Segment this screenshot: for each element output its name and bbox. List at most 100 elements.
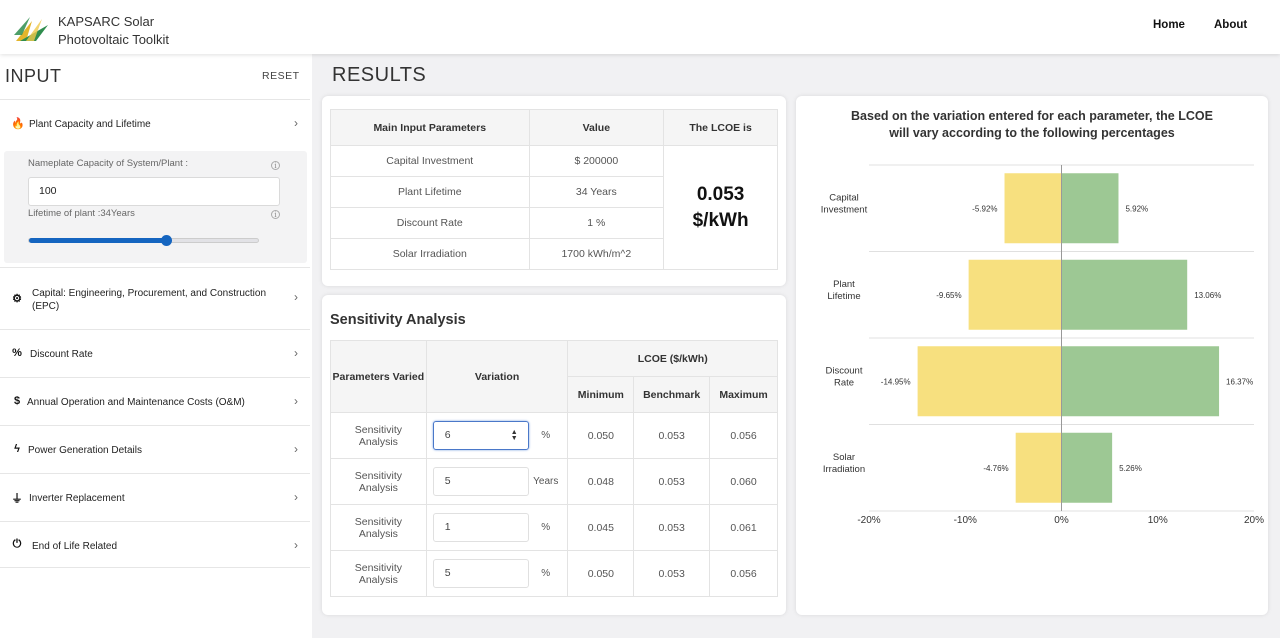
min-cell: 0.045 [567, 504, 635, 551]
variation-unit: % [541, 568, 551, 579]
slider-thumb[interactable] [161, 235, 173, 246]
bench-cell: 0.053 [633, 504, 711, 551]
category-label: Irradiation [823, 464, 865, 475]
bench-cell: 0.053 [633, 550, 711, 597]
section-label: Annual Operation and Maintenance Costs (… [27, 397, 245, 408]
stepper-arrows-icon[interactable]: ▲ ▼ [510, 429, 518, 442]
chart-title: Based on the variation entered for each … [851, 109, 1213, 140]
flame-icon: 🔥 [11, 118, 25, 130]
x-tick-label: 20% [1244, 515, 1264, 526]
sensitivity-table: Parameters Varied Variation LCOE ($/kWh)… [330, 340, 778, 597]
row-label: Sensitivity Analysis [330, 412, 427, 459]
min-cell: 0.050 [567, 412, 635, 459]
category-label: Plant [833, 279, 855, 290]
chevron-right-icon: › [294, 290, 298, 304]
section-label: Plant Capacity and Lifetime [29, 119, 151, 130]
variation-input[interactable]: 5 [432, 559, 529, 588]
section-plant-capacity[interactable]: 🔥 Plant Capacity and Lifetime › [0, 99, 310, 147]
header-benchmark: Benchmark [633, 376, 711, 413]
x-tick-label: 10% [1148, 515, 1168, 526]
lcoe-value: 0.053 [696, 183, 745, 205]
brand-line-1: KAPSARC Solar [58, 14, 155, 29]
param-cell: Plant Lifetime [330, 176, 530, 208]
section-discount-rate[interactable]: % Discount Rate › [0, 329, 310, 377]
chevron-right-icon: › [294, 346, 298, 360]
bar-positive [1061, 432, 1113, 503]
bar-negative [917, 346, 1062, 417]
chevron-right-icon: › [294, 394, 298, 408]
variation-unit: % [541, 522, 551, 533]
section-power-generation[interactable]: ϟ Power Generation Details › [0, 425, 310, 473]
data-label-positive: 5.26% [1119, 464, 1142, 473]
header-minimum: Minimum [567, 376, 635, 413]
section-inverter[interactable]: ⏚ Inverter Replacement › [0, 473, 310, 521]
param-cell: Capital Investment [330, 145, 530, 177]
header-variation: Variation [425, 340, 569, 413]
info-icon[interactable]: i [271, 210, 280, 219]
x-tick-label: -20% [857, 515, 880, 526]
header-maximum: Maximum [709, 376, 778, 413]
nav-about-link[interactable]: About [1214, 19, 1248, 31]
x-tick-label: 0% [1054, 515, 1069, 526]
data-label-negative: -4.76% [983, 464, 1008, 473]
section-om-costs[interactable]: $ Annual Operation and Maintenance Costs… [0, 377, 310, 425]
lifetime-slider[interactable] [28, 235, 259, 246]
variation-input[interactable]: 6 ▲ ▼ [432, 421, 529, 450]
bar-positive [1061, 346, 1220, 417]
row-label: Sensitivity Analysis [330, 504, 427, 551]
section-label: Inverter Replacement [29, 493, 125, 504]
variation-unit: % [541, 430, 551, 441]
bench-cell: 0.053 [633, 412, 711, 459]
param-cell: Solar Irradiation [330, 238, 530, 270]
sensitivity-title: Sensitivity Analysis [330, 312, 466, 328]
bar-negative [1004, 173, 1062, 244]
data-label-negative: -14.95% [881, 377, 911, 386]
bar-positive [1061, 173, 1119, 244]
nav-home-link[interactable]: Home [1153, 19, 1185, 31]
variation-input[interactable]: 1 [432, 513, 529, 542]
reset-button[interactable]: RESET [262, 70, 300, 82]
category-label: Solar [833, 452, 855, 463]
data-label-negative: -9.65% [936, 291, 961, 300]
row-label: Sensitivity Analysis [330, 458, 427, 505]
plug-icon: ⏚ [11, 493, 23, 505]
lifetime-label: Lifetime of plant :34Years [28, 208, 135, 219]
section-label: End of Life Related [32, 541, 118, 552]
section-label: Discount Rate [30, 349, 93, 360]
brand-title[interactable]: KAPSARC Solar Photovoltaic Toolkit [58, 13, 169, 49]
max-cell: 0.056 [709, 550, 778, 597]
bolt-icon: ϟ [14, 443, 20, 455]
min-cell: 0.050 [567, 550, 635, 597]
slider-fill [29, 238, 167, 243]
category-label: Capital [829, 192, 859, 203]
data-label-positive: 16.37% [1226, 377, 1253, 386]
dollar-icon: $ [13, 395, 21, 407]
category-label: Lifetime [827, 291, 860, 302]
info-icon[interactable]: i [271, 161, 280, 170]
max-cell: 0.061 [709, 504, 778, 551]
main-params-table: Main Input Parameters Value The LCOE is … [330, 109, 778, 270]
kapsarc-logo-icon[interactable] [12, 15, 50, 43]
data-label-positive: 13.06% [1194, 291, 1221, 300]
bench-cell: 0.053 [633, 458, 711, 505]
header-lcoe: The LCOE is [663, 109, 778, 146]
variation-unit: Years [533, 476, 559, 487]
section-end-of-life[interactable]: ⏻ End of Life Related › [0, 521, 310, 568]
variation-input[interactable]: 5 [432, 467, 529, 496]
value-cell: 34 Years [528, 176, 665, 208]
capacity-input[interactable]: 100 [28, 177, 280, 206]
param-cell: Discount Rate [330, 207, 530, 239]
value-cell: 1 % [528, 207, 665, 239]
section-capital-epc[interactable]: ⚙ Capital: Engineering, Procurement, and… [0, 267, 310, 329]
row-label: Sensitivity Analysis [330, 550, 427, 597]
header-value: Value [528, 109, 665, 146]
table-row: Sensitivity Analysis 1% 0.045 0.053 0.06… [330, 504, 778, 551]
input-title: INPUT [5, 66, 62, 86]
table-row: Sensitivity Analysis 5% 0.050 0.053 0.05… [330, 550, 778, 597]
category-label: Rate [834, 377, 854, 388]
app-header: KAPSARC Solar Photovoltaic Toolkit Home … [0, 0, 1280, 54]
bar-negative [1015, 432, 1062, 503]
brand-line-2: Photovoltaic Toolkit [58, 32, 170, 47]
chevron-right-icon: › [294, 538, 298, 552]
